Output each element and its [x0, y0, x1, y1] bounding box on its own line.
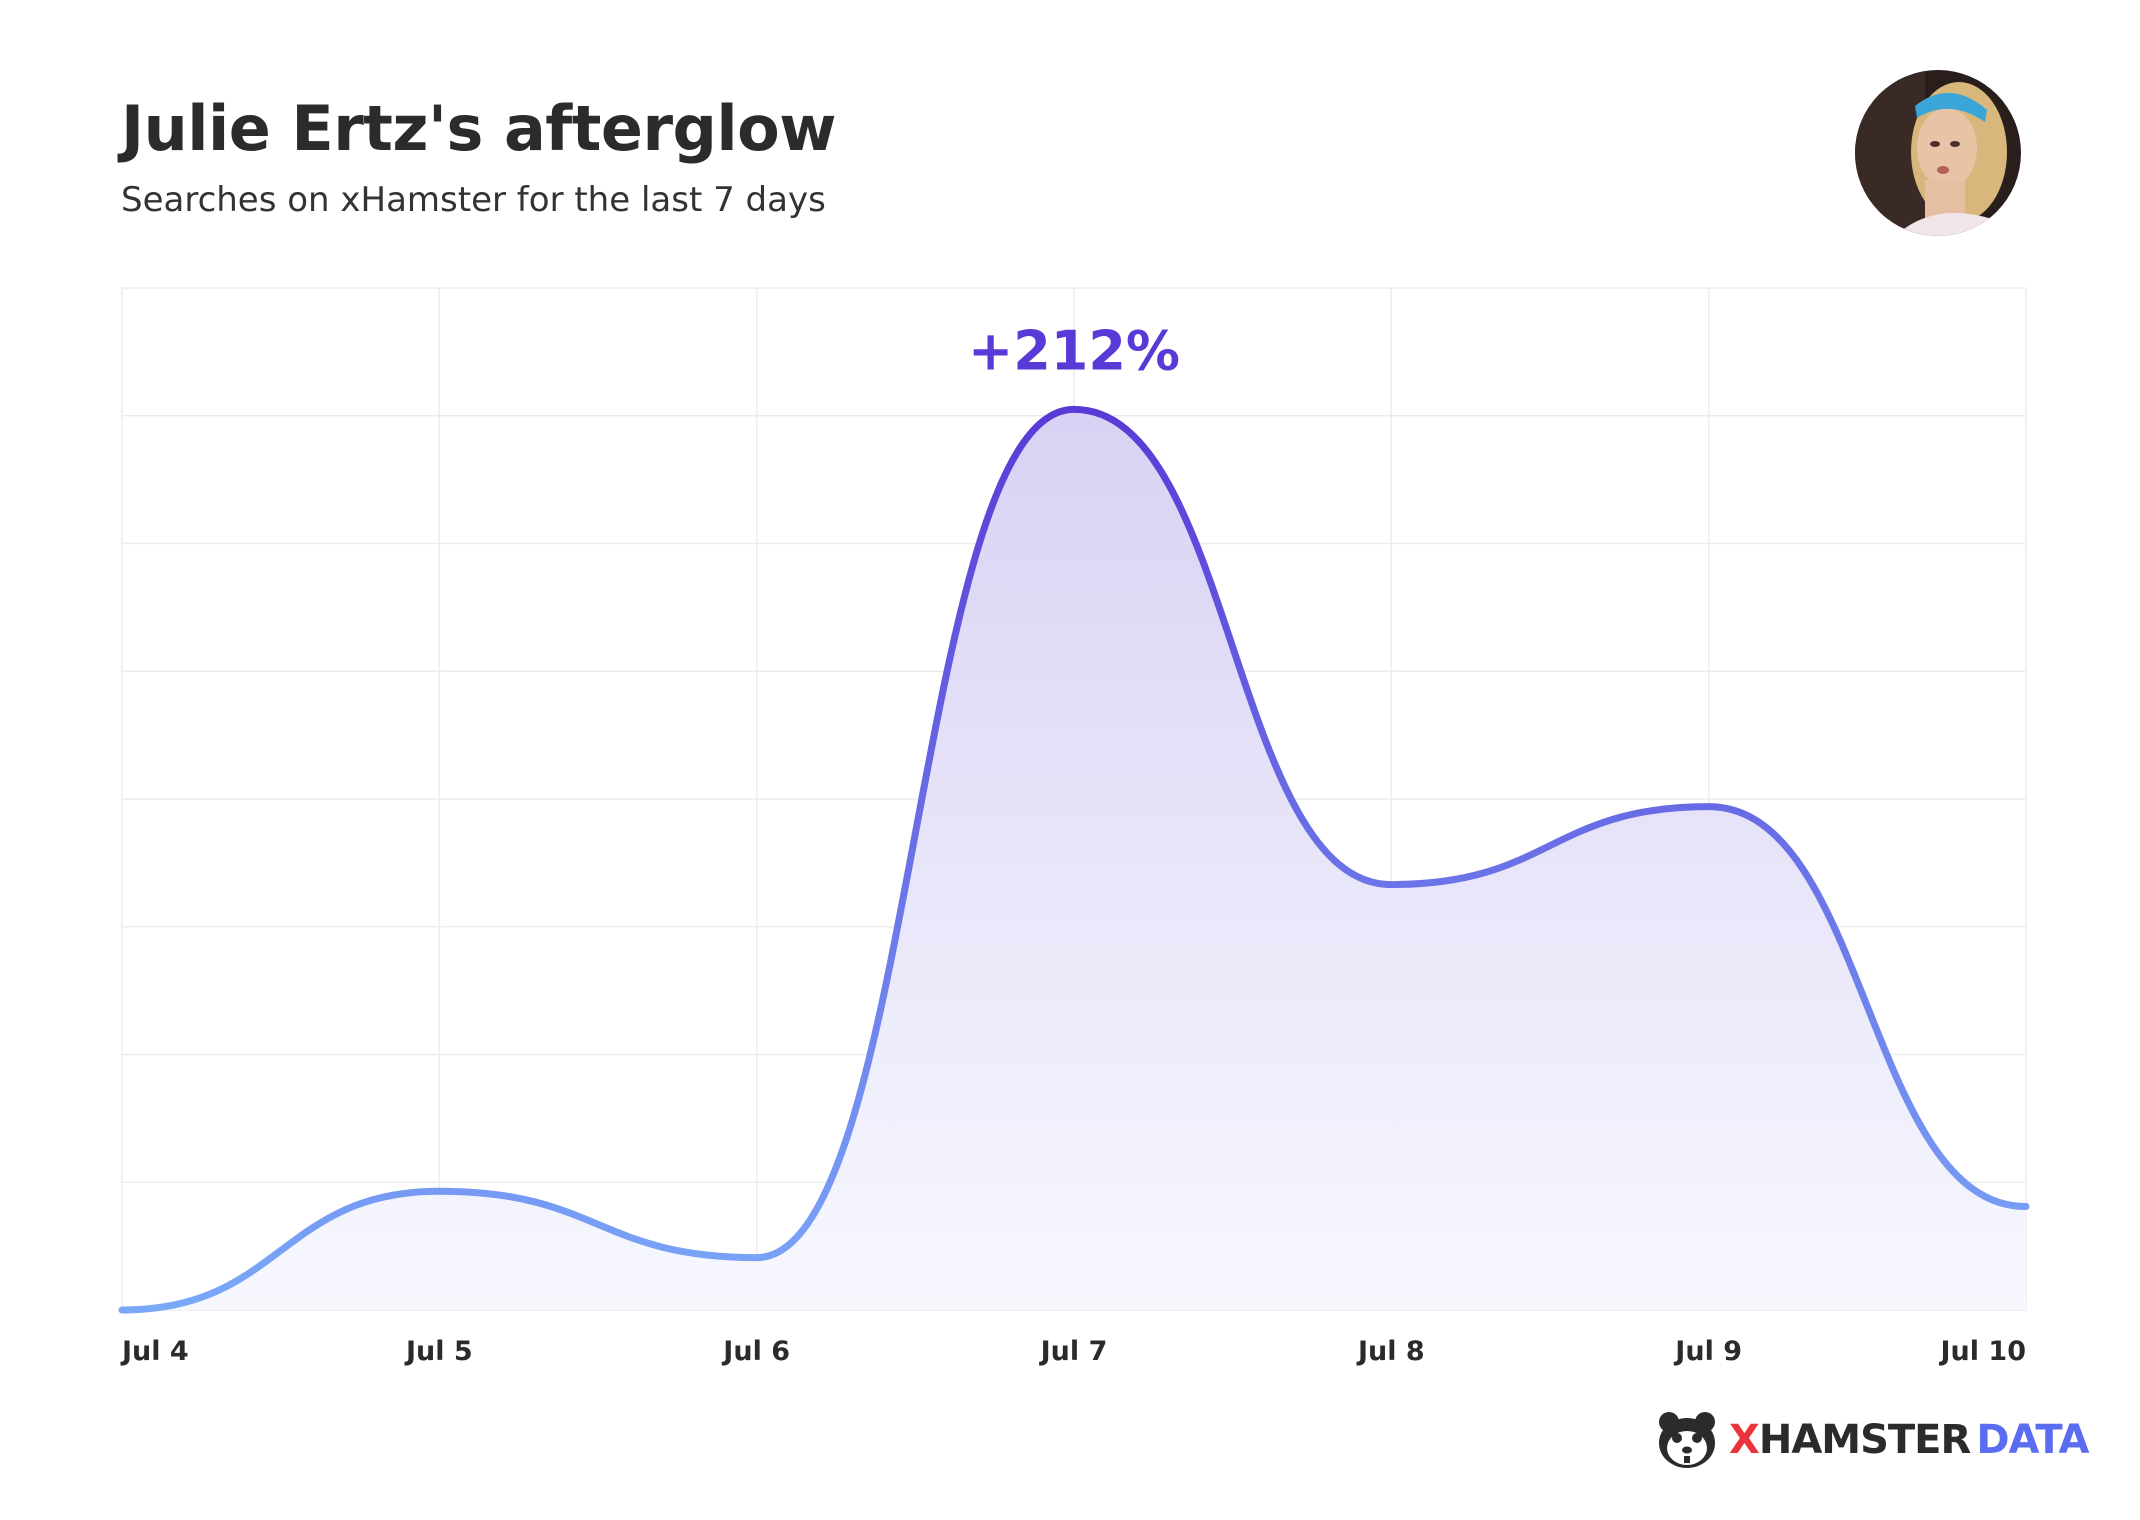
x-tick-label: Jul 5 [404, 1336, 473, 1367]
x-tick-label: Jul 8 [1356, 1336, 1425, 1367]
brand-x: X [1729, 1417, 1760, 1463]
x-tick-label: Jul 10 [1939, 1336, 2027, 1367]
chart-subtitle: Searches on xHamster for the last 7 days [121, 180, 826, 220]
x-tick-label: Jul 6 [721, 1336, 790, 1367]
chart-title: Julie Ertz's afterglow [121, 92, 837, 165]
hamster-logo-icon [1659, 1412, 1715, 1468]
player-portrait-icon [1855, 70, 2021, 236]
x-tick-label: Jul 4 [120, 1336, 189, 1367]
x-axis-ticks: Jul 4 Jul 5 Jul 6 Jul 7 Jul 8 Jul 9 Jul 10 [120, 1336, 2026, 1367]
brand-hamster: HAMSTER [1758, 1417, 1971, 1463]
area-fill [122, 409, 2026, 1310]
avatar [1855, 70, 2021, 236]
brand-data: DATA [1976, 1417, 2089, 1463]
series-line [118, 405, 2030, 1314]
brand-logo: XHAMSTER DATA [1655, 1410, 2090, 1470]
peak-annotation: +212% [968, 319, 1180, 382]
x-tick-label: Jul 7 [1039, 1336, 1108, 1367]
x-tick-label: Jul 9 [1673, 1336, 1742, 1367]
